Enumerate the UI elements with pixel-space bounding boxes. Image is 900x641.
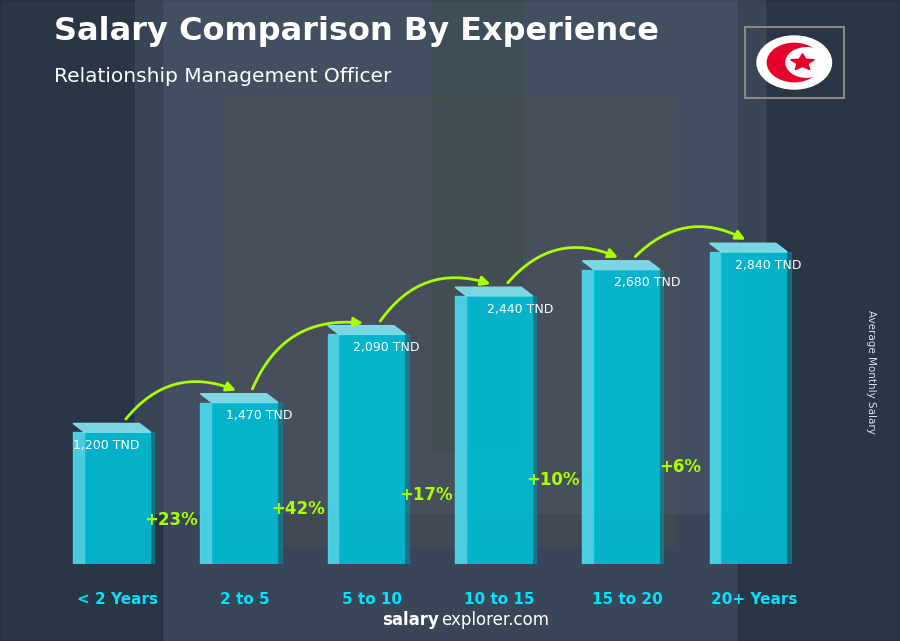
Text: Relationship Management Officer: Relationship Management Officer <box>54 67 392 87</box>
Text: +42%: +42% <box>272 500 325 518</box>
Text: Salary Comparison By Experience: Salary Comparison By Experience <box>54 16 659 47</box>
Text: 5 to 10: 5 to 10 <box>342 592 402 606</box>
Polygon shape <box>201 403 212 564</box>
Polygon shape <box>328 335 339 564</box>
Polygon shape <box>405 335 409 564</box>
Polygon shape <box>710 252 721 564</box>
Bar <box>212 403 278 564</box>
Text: 2,840 TND: 2,840 TND <box>735 258 802 272</box>
Text: +6%: +6% <box>660 458 701 476</box>
Text: < 2 Years: < 2 Years <box>77 592 158 606</box>
Text: 2,090 TND: 2,090 TND <box>353 341 419 354</box>
Text: 1,470 TND: 1,470 TND <box>226 409 292 422</box>
Circle shape <box>757 36 832 89</box>
Polygon shape <box>278 403 282 564</box>
Polygon shape <box>328 326 405 335</box>
Text: 10 to 15: 10 to 15 <box>464 592 535 606</box>
Polygon shape <box>738 0 900 641</box>
Polygon shape <box>432 0 522 449</box>
Bar <box>339 335 405 564</box>
Text: 15 to 20: 15 to 20 <box>591 592 662 606</box>
Bar <box>721 252 788 564</box>
Polygon shape <box>135 0 765 513</box>
Polygon shape <box>791 54 814 70</box>
Circle shape <box>768 44 821 81</box>
Text: salary: salary <box>382 612 439 629</box>
Text: 20+ Years: 20+ Years <box>711 592 797 606</box>
Polygon shape <box>151 432 154 564</box>
Text: +10%: +10% <box>526 471 580 489</box>
Text: 1,200 TND: 1,200 TND <box>73 439 140 452</box>
Circle shape <box>786 47 827 77</box>
Polygon shape <box>788 252 791 564</box>
Text: +23%: +23% <box>144 511 198 529</box>
Polygon shape <box>225 96 675 545</box>
Text: 2,440 TND: 2,440 TND <box>487 303 554 315</box>
Text: explorer.com: explorer.com <box>441 612 549 629</box>
Bar <box>594 270 660 564</box>
Polygon shape <box>73 424 151 432</box>
Text: Average Monthly Salary: Average Monthly Salary <box>866 310 877 434</box>
Text: +17%: +17% <box>399 486 453 504</box>
Polygon shape <box>533 296 536 564</box>
Polygon shape <box>660 270 663 564</box>
Polygon shape <box>201 394 278 403</box>
Polygon shape <box>73 432 85 564</box>
Text: 2,680 TND: 2,680 TND <box>614 276 680 289</box>
Polygon shape <box>0 0 162 641</box>
Polygon shape <box>582 261 660 270</box>
Text: 2 to 5: 2 to 5 <box>220 592 270 606</box>
Bar <box>466 296 533 564</box>
Polygon shape <box>710 243 788 252</box>
Polygon shape <box>455 287 533 296</box>
Polygon shape <box>582 270 594 564</box>
Polygon shape <box>455 296 466 564</box>
Bar <box>85 432 151 564</box>
